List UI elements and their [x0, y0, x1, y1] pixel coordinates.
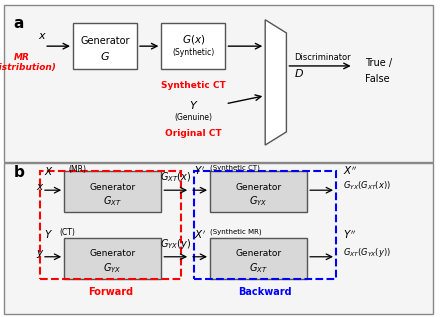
Text: $G_{XT}$: $G_{XT}$ [249, 261, 268, 275]
Text: $G_{YX}(y)$: $G_{YX}(y)$ [160, 237, 191, 251]
Text: True /: True / [365, 58, 392, 68]
Text: $Y$: $Y$ [189, 100, 198, 112]
Text: Generator: Generator [90, 249, 136, 258]
Text: MR
(distribution): MR (distribution) [0, 53, 56, 72]
Text: (MR): (MR) [69, 165, 87, 174]
Text: Generator: Generator [236, 183, 282, 191]
Text: Synthetic CT: Synthetic CT [161, 81, 226, 90]
Text: $G_{YX}$: $G_{YX}$ [249, 194, 268, 208]
Text: $y$: $y$ [36, 248, 44, 260]
Text: Forward: Forward [88, 287, 133, 297]
Text: $G_{XT}(G_{YX}(y))$: $G_{XT}(G_{YX}(y))$ [343, 245, 391, 259]
Text: $G_{XT}(x)$: $G_{XT}(x)$ [160, 171, 191, 184]
Text: Generator: Generator [80, 36, 130, 46]
Text: $D$: $D$ [294, 67, 304, 79]
Text: (Genuine): (Genuine) [175, 113, 213, 121]
FancyBboxPatch shape [210, 238, 307, 279]
Text: $x$: $x$ [36, 182, 44, 192]
Text: Original CT: Original CT [165, 129, 222, 138]
Polygon shape [265, 20, 286, 145]
Text: Backward: Backward [238, 287, 292, 297]
Text: $G_{YX}$: $G_{YX}$ [103, 261, 122, 275]
Text: Generator: Generator [90, 183, 136, 191]
FancyBboxPatch shape [4, 5, 433, 162]
Text: (Synthetic): (Synthetic) [172, 48, 215, 57]
Text: b: b [13, 165, 24, 180]
Text: $X'$: $X'$ [194, 228, 207, 241]
Text: (Synthetic MR): (Synthetic MR) [210, 228, 262, 235]
FancyBboxPatch shape [64, 238, 161, 279]
Text: $G(x)$: $G(x)$ [182, 33, 205, 46]
Text: $X''$: $X''$ [343, 165, 357, 177]
Text: Generator: Generator [236, 249, 282, 258]
FancyBboxPatch shape [210, 171, 307, 212]
Text: Discriminator: Discriminator [294, 53, 351, 62]
Text: $X$: $X$ [44, 165, 54, 177]
Text: (Synthetic CT): (Synthetic CT) [210, 165, 260, 171]
Text: a: a [13, 16, 23, 31]
FancyBboxPatch shape [4, 163, 433, 314]
Text: $G$: $G$ [100, 50, 110, 62]
Text: $Y$: $Y$ [44, 228, 53, 240]
Text: $G_{XT}$: $G_{XT}$ [103, 194, 122, 208]
FancyBboxPatch shape [73, 23, 137, 69]
Text: $x$: $x$ [38, 31, 46, 41]
Text: False: False [365, 74, 389, 84]
Text: $Y''$: $Y''$ [343, 228, 355, 241]
Text: (CT): (CT) [60, 228, 76, 237]
Text: $G_{YX}(G_{XT}(x))$: $G_{YX}(G_{XT}(x))$ [343, 179, 391, 192]
Text: $Y'$: $Y'$ [194, 165, 206, 177]
FancyBboxPatch shape [64, 171, 161, 212]
FancyBboxPatch shape [161, 23, 225, 69]
